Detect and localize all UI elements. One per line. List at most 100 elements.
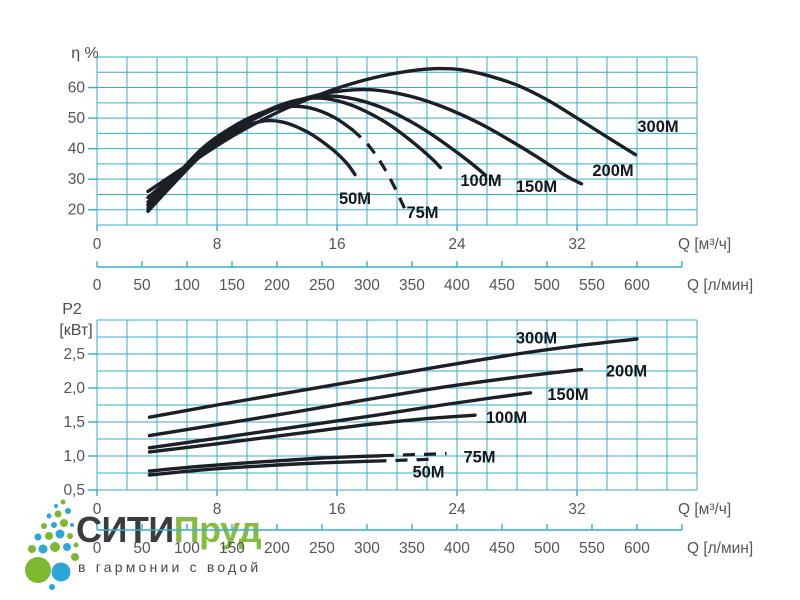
y-axis-label: P2 — [62, 301, 82, 318]
curve-75M — [147, 454, 384, 473]
logo-drop-dot — [45, 532, 53, 540]
logo-drop-dot — [28, 545, 36, 553]
y-tick-label: 2,0 — [63, 380, 85, 397]
curve-label-200M: 200M — [592, 162, 633, 180]
secondary-tick-label: 0 — [93, 277, 102, 294]
x-tick-label: 0 — [93, 501, 102, 518]
secondary-tick-label: 300 — [354, 277, 380, 294]
x-axis-unit-label: Q [м³/ч] — [678, 236, 731, 253]
curve-200M — [146, 87, 584, 200]
curve-150M — [146, 94, 488, 204]
y-tick-label: 1,5 — [63, 414, 85, 431]
secondary-tick-label: 200 — [264, 540, 290, 557]
x-tick-label: 32 — [568, 501, 585, 518]
secondary-tick-label: 350 — [399, 277, 425, 294]
logo-drop-dot — [46, 513, 52, 519]
y-tick-label: 60 — [68, 80, 86, 97]
logo-drop-dot — [51, 562, 71, 582]
secondary-tick-label: 500 — [534, 540, 560, 557]
y-tick-label: 40 — [68, 141, 86, 158]
logo-drop-dot — [67, 533, 73, 539]
logo-drop-dot — [38, 544, 48, 554]
secondary-tick-label: 600 — [624, 277, 650, 294]
curve-label-100M: 100M — [486, 409, 527, 427]
logo-drop-dot — [71, 553, 79, 561]
secondary-tick-label: 450 — [489, 540, 515, 557]
curve-label-150M: 150M — [516, 178, 557, 196]
logo-drop-dot — [54, 504, 58, 508]
secondary-tick-label: 500 — [534, 277, 560, 294]
curve-dashed-50M — [374, 457, 437, 463]
logo-drop-dot — [25, 557, 51, 583]
logo-drop-dot — [70, 523, 74, 527]
y-tick-label: 50 — [68, 110, 86, 127]
curve-label-150M: 150M — [547, 386, 588, 404]
logo-drop-dot — [49, 584, 55, 590]
logo-drop-dot — [73, 542, 79, 548]
secondary-tick-label: 100 — [174, 540, 200, 557]
x-axis-unit-label: Q [м³/ч] — [678, 501, 731, 518]
x-tick-label: 8 — [213, 501, 222, 518]
logo-drop-dot — [63, 543, 71, 551]
secondary-tick-label: 200 — [264, 277, 290, 294]
y-tick-label: 20 — [68, 202, 86, 219]
logo-drop-dot — [65, 508, 71, 514]
curve-50M — [147, 459, 377, 477]
curve-50M — [146, 118, 357, 213]
curve-label-300M: 300M — [637, 118, 678, 136]
curve-label-200M: 200M — [606, 362, 647, 380]
y-axis-label: η % — [71, 45, 99, 62]
x-tick-label: 32 — [568, 236, 585, 253]
logo-drop-dot — [54, 510, 62, 518]
grid — [96, 56, 698, 226]
logo-drop-dot — [50, 542, 60, 552]
secondary-axis-unit-label: Q [л/мин] — [687, 540, 753, 557]
curve-label-100M: 100M — [460, 172, 501, 190]
curve-label-50M: 50M — [412, 464, 444, 482]
curve-dashed-75M — [350, 128, 406, 209]
secondary-tick-label: 150 — [219, 540, 245, 557]
secondary-tick-label: 300 — [354, 540, 380, 557]
logo-drop-dot — [34, 533, 42, 541]
logo-drop-icon — [25, 499, 79, 590]
y-tick-label: 1,0 — [63, 448, 85, 465]
curve-label-50M: 50M — [339, 190, 371, 208]
power-chart: 0,5 1,0 1,5 2,0 2,5 0 8 16 24 32 Q [м³/ч] 0 50 100 150… — [59, 301, 753, 557]
curve-150M — [147, 391, 533, 450]
secondary-tick-label: 550 — [579, 277, 605, 294]
x-tick-label: 16 — [328, 501, 345, 518]
curve-300M — [146, 66, 638, 194]
secondary-tick-label: 450 — [489, 277, 515, 294]
curve-200M — [147, 367, 584, 438]
secondary-tick-label: 150 — [219, 277, 245, 294]
curve-label-300M: 300M — [516, 330, 557, 348]
secondary-tick-label: 400 — [444, 277, 470, 294]
curve-dashed-75M — [381, 452, 447, 458]
x-tick-label: 0 — [93, 236, 102, 253]
logo-drop-dot — [55, 529, 65, 539]
logo-drop-dot — [60, 499, 66, 505]
secondary-tick-label: 250 — [309, 277, 335, 294]
curve-300M — [147, 337, 639, 419]
secondary-tick-label: 0 — [93, 540, 102, 557]
x-tick-label: 16 — [328, 236, 345, 253]
logo-tagline: в гармонии с водой — [78, 559, 262, 575]
y-tick-label: 30 — [68, 171, 86, 188]
grid — [96, 319, 698, 491]
secondary-tick-label: 400 — [444, 540, 470, 557]
curve-100M — [147, 413, 477, 454]
x-tick-label: 8 — [213, 236, 222, 253]
y-axis-label: [кВт] — [59, 322, 92, 339]
secondary-tick-label: 100 — [174, 277, 200, 294]
logo-drop-dot — [60, 519, 68, 527]
secondary-tick-label: 50 — [133, 277, 151, 294]
secondary-axis-unit-label: Q [л/мин] — [687, 277, 753, 294]
secondary-tick-label: 50 — [133, 540, 151, 557]
secondary-tick-label: 600 — [624, 540, 650, 557]
secondary-tick-label: 350 — [399, 540, 425, 557]
curve-label-75M: 75M — [463, 449, 495, 467]
x-tick-label: 24 — [448, 501, 466, 518]
